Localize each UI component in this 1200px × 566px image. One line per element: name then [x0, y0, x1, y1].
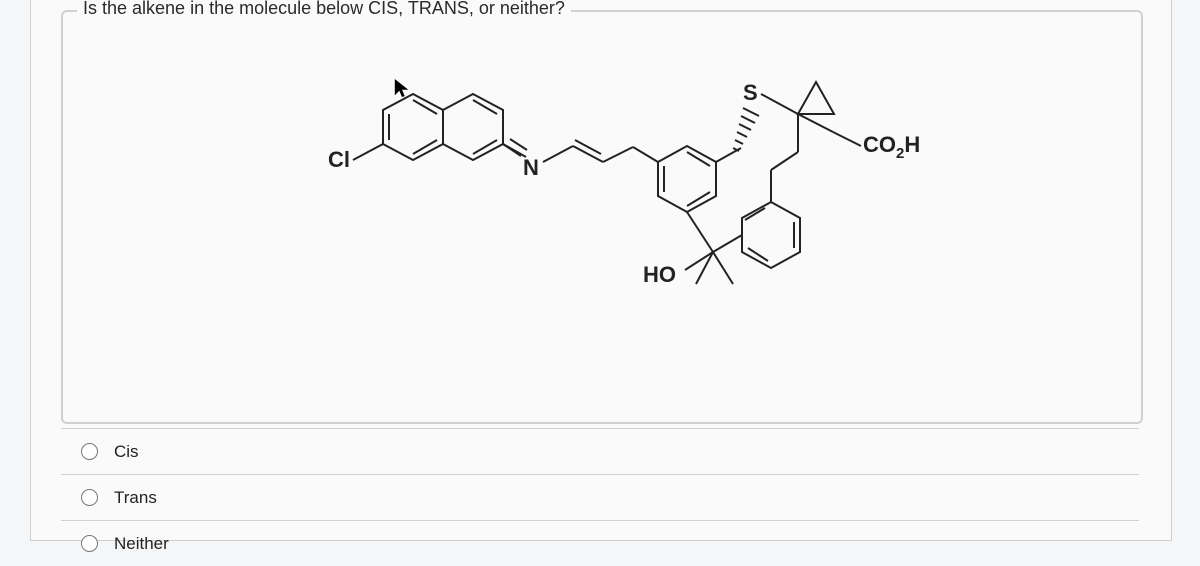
bond	[713, 235, 742, 252]
hashed-wedge	[733, 108, 759, 151]
ring-inner	[473, 140, 497, 154]
atom-label-co2h: CO2H	[863, 132, 920, 162]
bond	[543, 146, 573, 162]
ring-inner	[748, 248, 768, 261]
option-neither[interactable]: Neither	[61, 520, 1139, 566]
atom-label-n: N	[523, 155, 539, 180]
ring	[658, 146, 716, 212]
question-fieldset: Is the alkene in the molecule below CIS,…	[61, 10, 1143, 424]
bond	[833, 132, 861, 146]
ring-inner	[687, 152, 710, 166]
bond	[687, 212, 713, 252]
bond	[503, 144, 521, 156]
option-neither-radio[interactable]	[81, 535, 98, 552]
option-cis-label: Cis	[114, 442, 139, 462]
ring	[443, 94, 503, 160]
ring	[742, 202, 800, 268]
bond	[713, 252, 733, 284]
bond	[603, 147, 633, 162]
option-cis-radio[interactable]	[81, 443, 98, 460]
ring	[383, 94, 443, 160]
option-trans[interactable]: Trans	[61, 474, 1139, 520]
bond	[633, 147, 658, 162]
option-cis[interactable]: Cis	[61, 428, 1139, 474]
bond	[573, 146, 603, 162]
ring-inner	[687, 192, 710, 206]
bond	[353, 144, 383, 160]
option-neither-label: Neither	[114, 534, 169, 554]
atom-label-ho: HO	[643, 262, 676, 287]
option-trans-radio[interactable]	[81, 489, 98, 506]
bond	[575, 140, 601, 154]
question-prompt: Is the alkene in the molecule below CIS,…	[77, 0, 571, 19]
option-trans-label: Trans	[114, 488, 157, 508]
ring-inner	[413, 140, 437, 154]
ring-inner	[473, 100, 497, 114]
bond	[798, 114, 833, 132]
ring-inner	[413, 100, 437, 114]
atom-label-s: S	[743, 80, 758, 105]
cyclopropyl-ring	[798, 82, 834, 114]
bond	[761, 94, 798, 114]
question-card: Is the alkene in the molecule below CIS,…	[30, 0, 1172, 541]
atom-label-cl: Cl	[328, 147, 350, 172]
cursor-icon	[393, 77, 411, 99]
bond	[771, 152, 798, 170]
answer-options: Cis Trans Neither	[61, 428, 1139, 566]
